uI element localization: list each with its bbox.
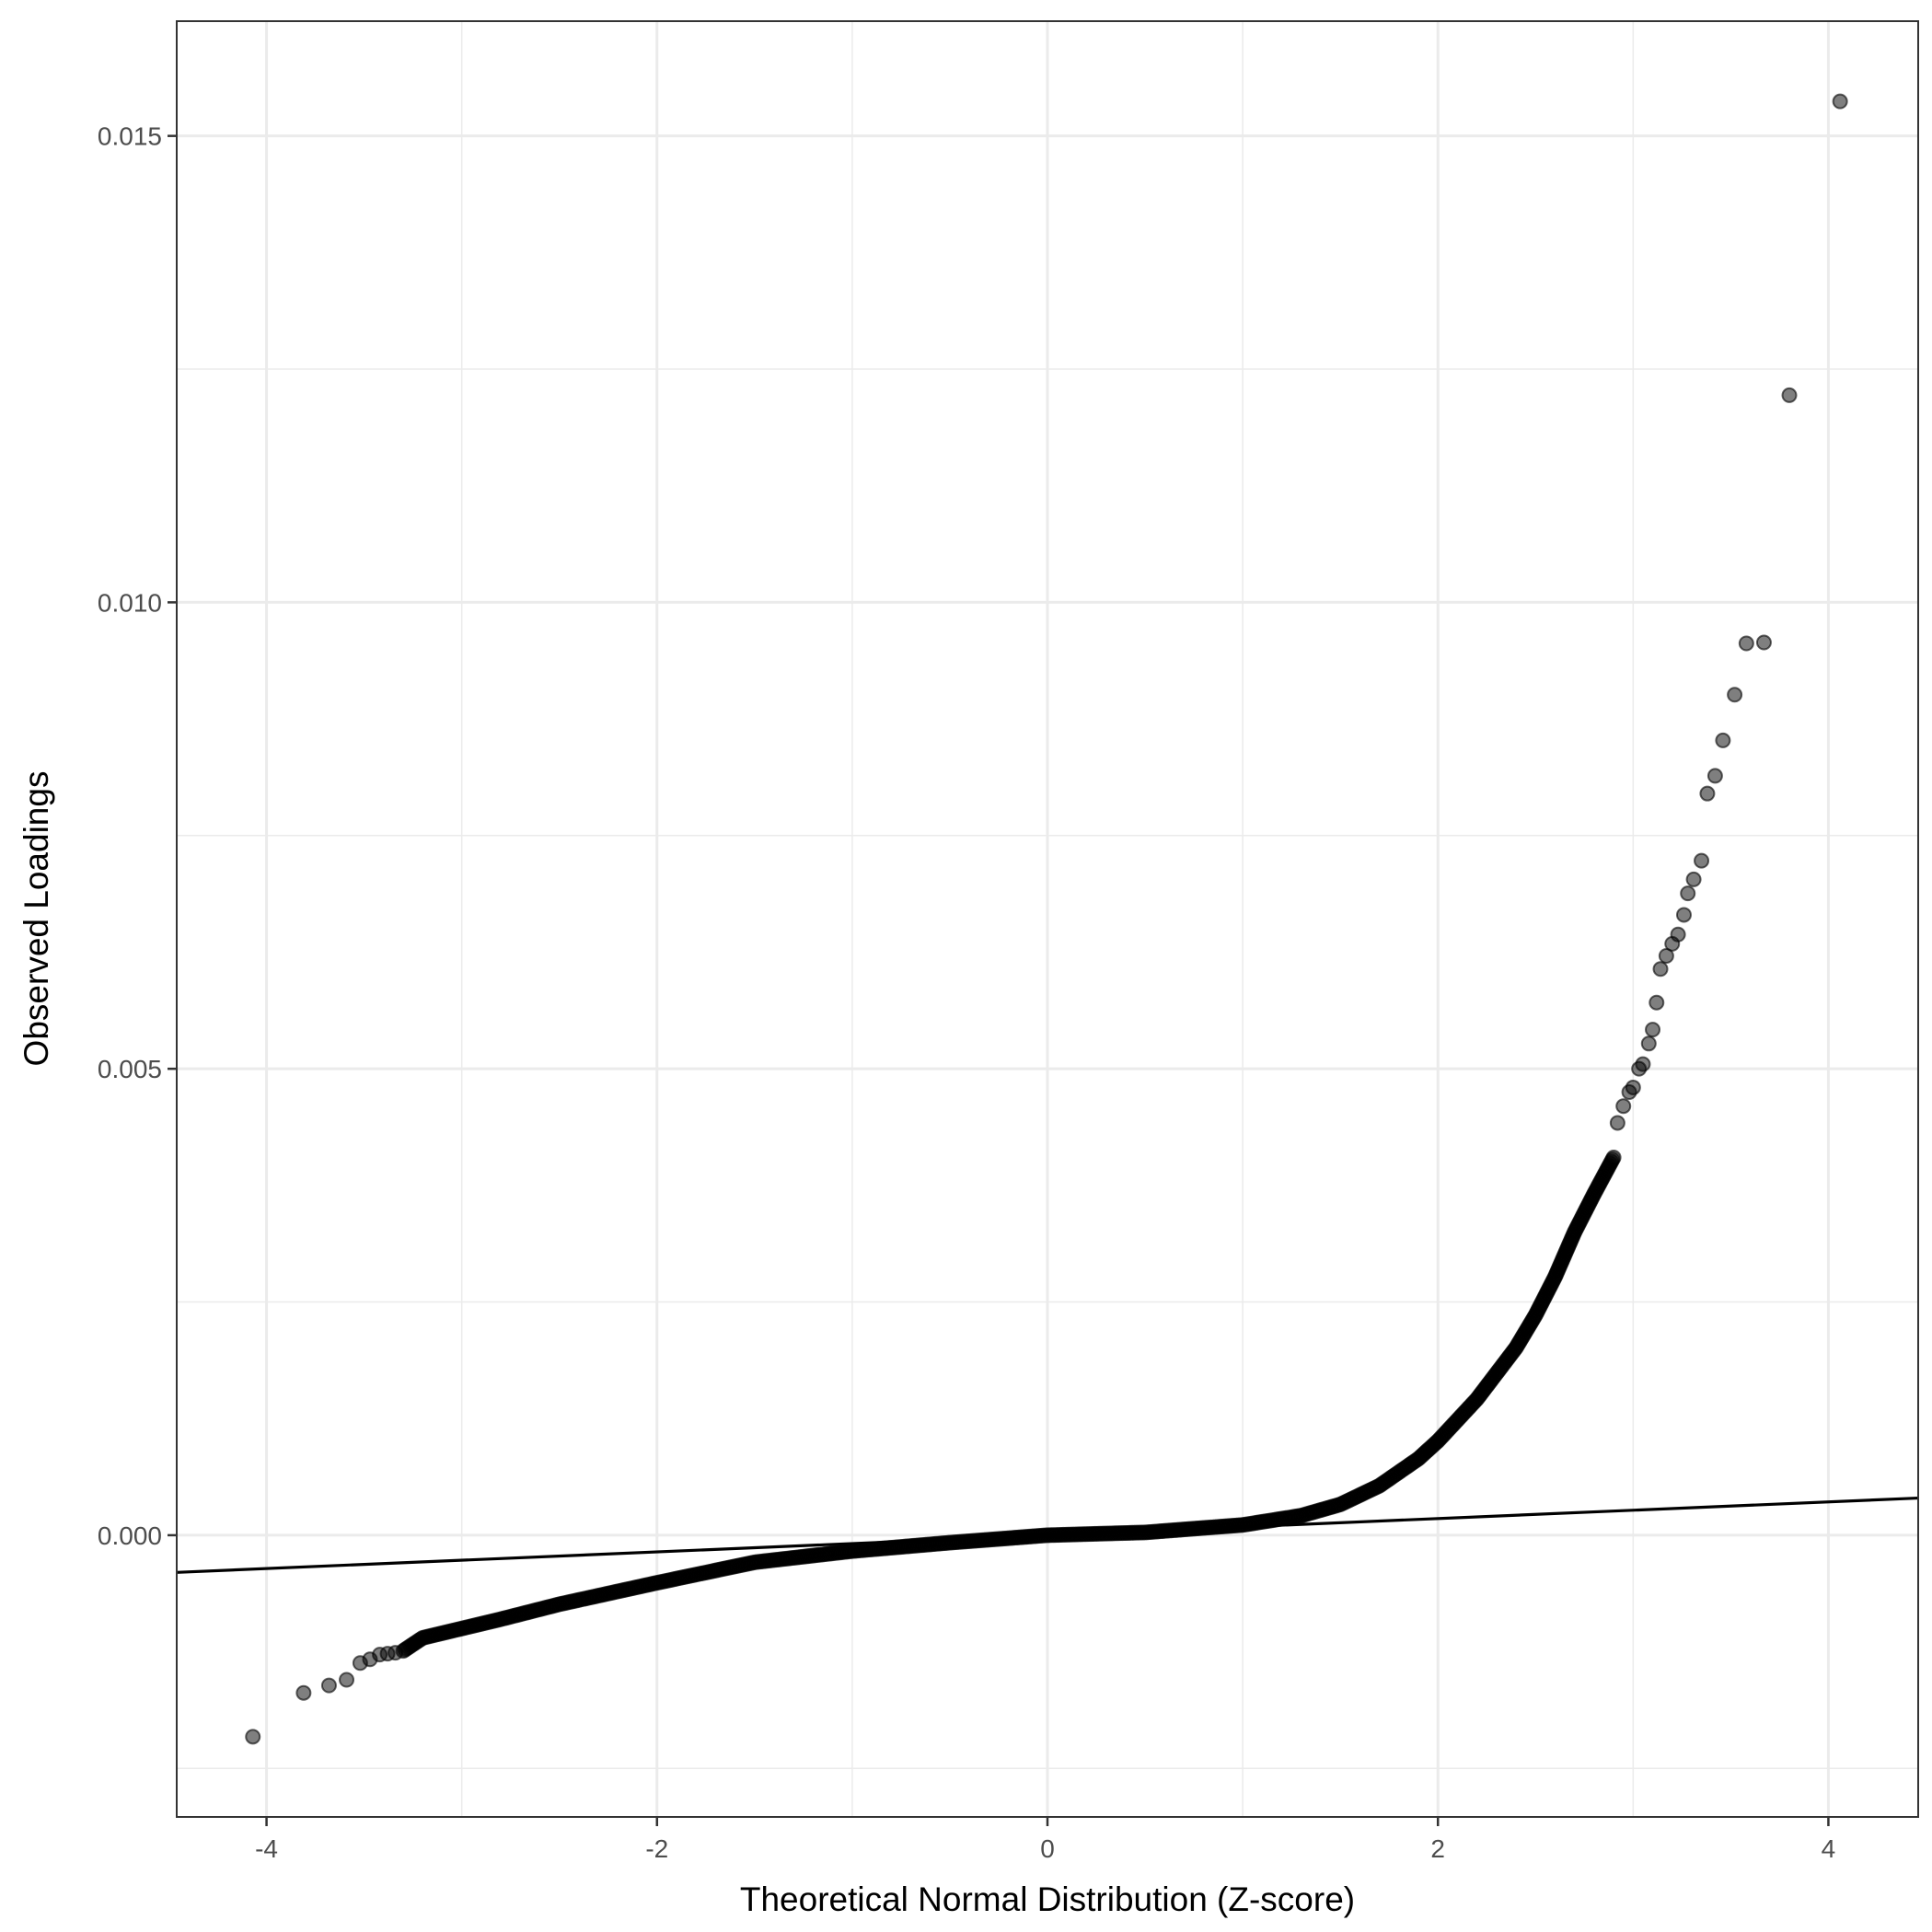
data-point (339, 1672, 355, 1688)
data-point (1605, 1149, 1622, 1165)
data-point (1670, 926, 1686, 943)
x-tick-label: 4 (1822, 1834, 1836, 1863)
data-point (1680, 885, 1696, 902)
data-point (1649, 994, 1665, 1011)
y-tick-label: 0.000 (98, 1521, 162, 1550)
data-point (1685, 871, 1702, 887)
data-point (1658, 948, 1674, 965)
y-tick-label: 0.010 (98, 588, 162, 617)
x-tick-label: -2 (645, 1834, 668, 1863)
data-point (1652, 961, 1669, 978)
x-axis-title: Theoretical Normal Distribution (Z-score… (740, 1880, 1355, 1918)
data-point (1706, 768, 1723, 784)
data-point (1727, 687, 1743, 703)
x-tick-label: 2 (1430, 1834, 1445, 1863)
data-point (1832, 93, 1848, 110)
data-points (245, 93, 1848, 1745)
data-point (1755, 634, 1772, 651)
data-point (1625, 1079, 1641, 1095)
y-axis-ticks: 0.000 0.005 0.010 0.015 (98, 122, 177, 1550)
x-tick-label: 0 (1040, 1834, 1055, 1863)
data-point (1694, 852, 1710, 869)
data-point (1715, 732, 1731, 748)
data-point (1675, 907, 1692, 923)
x-axis-ticks: -4 -2 0 2 4 (255, 1817, 1835, 1863)
y-tick-label: 0.015 (98, 122, 162, 151)
data-point (1738, 635, 1754, 652)
x-tick-label: -4 (255, 1834, 278, 1863)
gridlines (177, 21, 1918, 1817)
data-point (1635, 1056, 1651, 1072)
data-point (1609, 1115, 1625, 1131)
data-point (1615, 1098, 1632, 1115)
data-point (1640, 1035, 1657, 1052)
data-point (245, 1729, 261, 1745)
y-axis-title: Observed Loadings (17, 771, 55, 1067)
data-point (1645, 1022, 1661, 1038)
data-point (1781, 387, 1798, 403)
y-tick-label: 0.005 (98, 1055, 162, 1083)
data-point (295, 1684, 312, 1701)
data-point (1699, 785, 1716, 802)
data-point (320, 1677, 337, 1694)
